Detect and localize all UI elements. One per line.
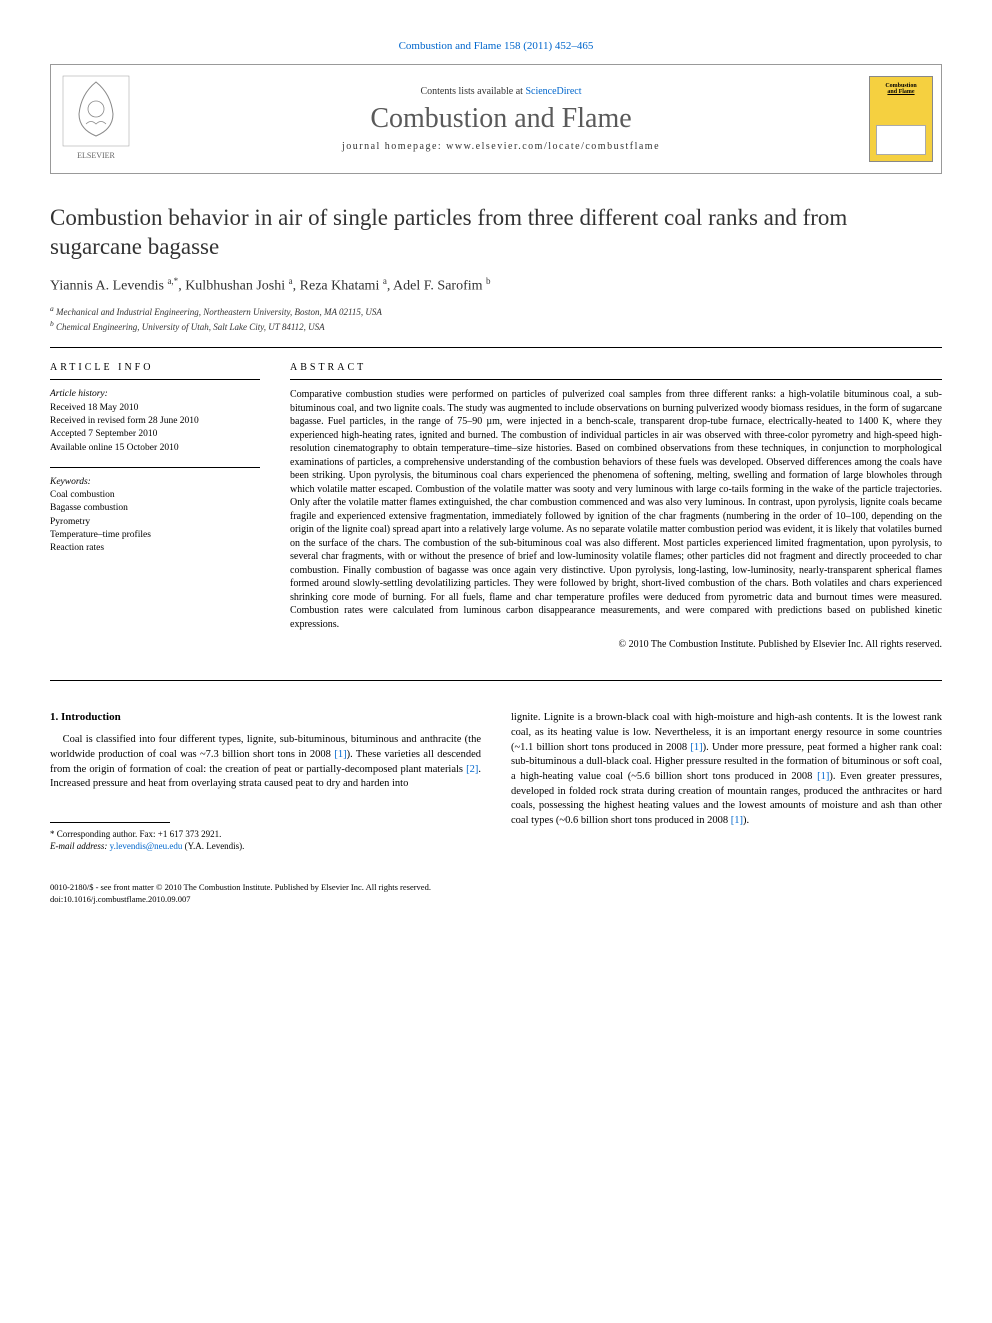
ref-link[interactable]: [1] <box>334 749 346 760</box>
abstract-copyright: © 2010 The Combustion Institute. Publish… <box>290 639 942 650</box>
article-title: Combustion behavior in air of single par… <box>50 204 942 262</box>
right-column: lignite. Lignite is a brown-black coal w… <box>511 711 942 852</box>
ref-link[interactable]: [1] <box>817 771 829 782</box>
intro-heading: 1. Introduction <box>50 711 481 723</box>
divider-top <box>50 347 942 348</box>
elsevier-logo: ELSEVIER <box>51 65 141 173</box>
abstract-text: Comparative combustion studies were perf… <box>290 388 942 631</box>
affiliation-line: a Mechanical and Industrial Engineering,… <box>50 304 942 319</box>
affiliations: a Mechanical and Industrial Engineering,… <box>50 304 942 333</box>
ref-link[interactable]: [1] <box>731 815 743 826</box>
cover-line2: and Flame <box>887 89 914 95</box>
article-info-column: ARTICLE INFO Article history: Received 1… <box>50 362 260 650</box>
ref-link[interactable]: [1] <box>690 742 702 753</box>
abstract-column: ABSTRACT Comparative combustion studies … <box>290 362 942 650</box>
svg-text:ELSEVIER: ELSEVIER <box>77 151 115 160</box>
contents-prefix: Contents lists available at <box>420 86 525 97</box>
history-line: Received in revised form 28 June 2010 <box>50 415 260 428</box>
history-line: Available online 15 October 2010 <box>50 442 260 455</box>
intro-para-left: Coal is classified into four different t… <box>50 733 481 792</box>
journal-cover-thumb: Combustion and Flame <box>861 65 941 173</box>
contents-available-line: Contents lists available at ScienceDirec… <box>420 86 581 97</box>
abstract-heading: ABSTRACT <box>290 362 942 373</box>
journal-header-box: ELSEVIER Contents lists available at Sci… <box>50 64 942 174</box>
journal-header-center: Contents lists available at ScienceDirec… <box>141 65 861 173</box>
divider-bottom <box>50 680 942 681</box>
keyword-line: Reaction rates <box>50 542 260 555</box>
history-line: Accepted 7 September 2010 <box>50 428 260 441</box>
article-history: Article history: Received 18 May 2010Rec… <box>50 388 260 454</box>
journal-name: Combustion and Flame <box>370 103 631 135</box>
article-info-heading: ARTICLE INFO <box>50 362 260 373</box>
corresp-line: * Corresponding author. Fax: +1 617 373 … <box>50 829 481 841</box>
keywords-block: Keywords: Coal combustionBagasse combust… <box>50 476 260 556</box>
email-link[interactable]: y.levendis@neu.edu <box>110 841 183 851</box>
ref-link[interactable]: [2] <box>466 764 478 775</box>
keyword-line: Pyrometry <box>50 516 260 529</box>
intro-para-right: lignite. Lignite is a brown-black coal w… <box>511 711 942 829</box>
journal-homepage: journal homepage: www.elsevier.com/locat… <box>342 141 660 152</box>
keyword-line: Coal combustion <box>50 489 260 502</box>
history-label: Article history: <box>50 388 260 401</box>
footer-doi: doi:10.1016/j.combustflame.2010.09.007 <box>50 894 942 905</box>
email-label: E-mail address: <box>50 841 107 851</box>
affiliation-line: b Chemical Engineering, University of Ut… <box>50 319 942 334</box>
corresponding-author-footnote: * Corresponding author. Fax: +1 617 373 … <box>50 829 481 852</box>
keyword-line: Temperature–time profiles <box>50 529 260 542</box>
footer-line1: 0010-2180/$ - see front matter © 2010 Th… <box>50 882 942 893</box>
sciencedirect-link[interactable]: ScienceDirect <box>525 86 581 97</box>
keyword-line: Bagasse combustion <box>50 502 260 515</box>
history-line: Received 18 May 2010 <box>50 402 260 415</box>
keywords-label: Keywords: <box>50 476 260 489</box>
email-attr: (Y.A. Levendis). <box>182 841 244 851</box>
left-column: 1. Introduction Coal is classified into … <box>50 711 481 852</box>
authors-list: Yiannis A. Levendis a,*, Kulbhushan Josh… <box>50 276 942 295</box>
footer-copyright: 0010-2180/$ - see front matter © 2010 Th… <box>50 882 942 904</box>
footnote-rule <box>50 822 170 823</box>
citation-header: Combustion and Flame 158 (2011) 452–465 <box>50 40 942 52</box>
